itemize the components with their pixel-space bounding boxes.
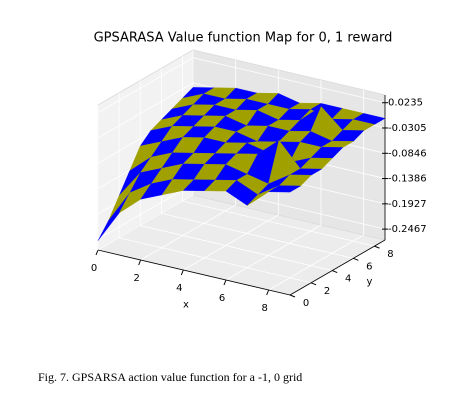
x-tick-label: 0 (91, 263, 97, 274)
x-tick-label: 6 (219, 293, 225, 304)
x-axis-label: x (183, 300, 189, 311)
axis-line (97, 249, 291, 296)
caption: Fig. 7. GPSARSA action value function fo… (38, 370, 302, 384)
y-axis-label: y (367, 277, 373, 288)
y-tick (353, 257, 359, 261)
y-tick-label: 2 (324, 286, 330, 297)
y-tick-label: 6 (366, 261, 372, 272)
x-tick (266, 289, 270, 296)
y-tick (310, 282, 317, 286)
y-tick-label: 4 (345, 274, 351, 285)
y-tick (332, 270, 338, 274)
grid-line (97, 57, 386, 114)
surface-face (267, 185, 302, 193)
y-tick-label: 8 (387, 249, 393, 260)
grid-line (118, 92, 312, 284)
x-tick (138, 259, 142, 266)
x-tick-label: 8 (261, 303, 267, 314)
x-tick (180, 269, 184, 276)
z-tick-label: -0.0305 (388, 123, 427, 134)
z-tick-label: -0.1927 (388, 199, 427, 210)
z-tick-label: -0.0846 (388, 148, 427, 159)
z-tick-label: 0.0235 (388, 98, 423, 109)
y-tick (289, 294, 296, 298)
grid-line (160, 68, 354, 259)
y-tick-label: 0 (303, 298, 309, 309)
z-tick-label: -0.2467 (388, 224, 427, 235)
x-tick-label: 2 (133, 273, 139, 284)
grid-line (268, 90, 365, 291)
x-tick-label: 4 (176, 283, 182, 294)
x-tick (223, 279, 227, 286)
y-tick (374, 245, 380, 249)
axis-line (289, 239, 386, 296)
grid-line (139, 80, 333, 271)
chart-title: GPSARASA Value function Map for 0, 1 rew… (94, 31, 393, 46)
z-tick-label: -0.1386 (388, 174, 427, 185)
x-tick (95, 249, 99, 256)
